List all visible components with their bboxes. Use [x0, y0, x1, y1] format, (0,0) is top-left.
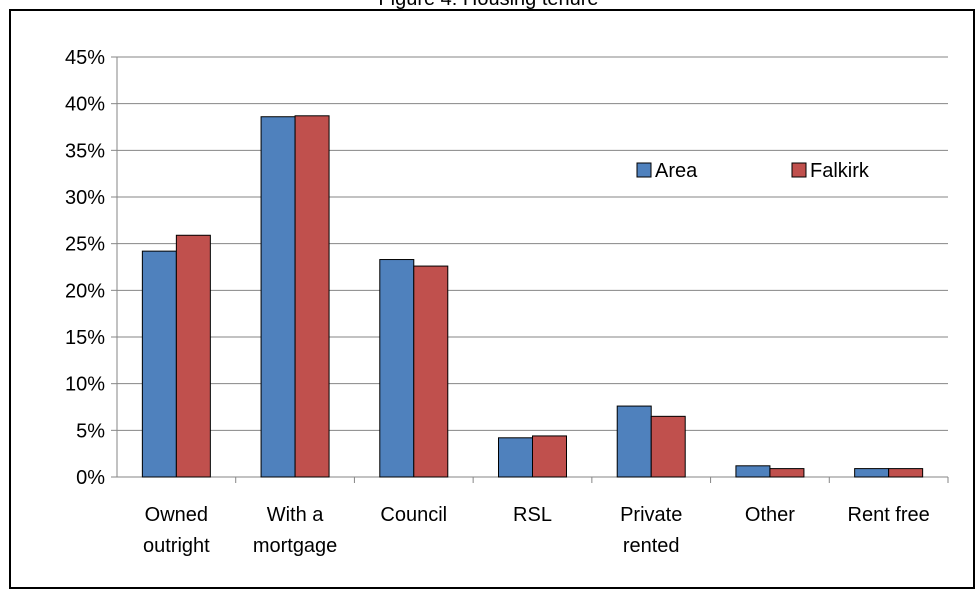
bar-area-2 [379, 259, 415, 478]
x-category-label: outright [143, 535, 210, 557]
x-category-label: Private [620, 504, 682, 526]
x-category-label: rented [623, 535, 680, 557]
x-category-label: Owned [145, 504, 208, 526]
bar-area-6 [854, 468, 890, 478]
y-tick-label: 10% [65, 374, 105, 396]
legend-swatch-area [636, 162, 652, 178]
y-tick-label: 45% [65, 47, 105, 69]
bar-area-1 [260, 116, 296, 478]
x-category-label: mortgage [253, 535, 338, 557]
bar-falkirk-6 [888, 468, 924, 478]
bar-area-0 [141, 250, 177, 478]
x-category-label: RSL [513, 504, 552, 526]
bar-falkirk-5 [769, 468, 805, 478]
y-tick-label: 35% [65, 140, 105, 162]
y-tick-label: 30% [65, 187, 105, 209]
bar-area-4 [616, 405, 652, 478]
legend-label-area: Area [655, 160, 698, 182]
bar-falkirk-0 [175, 234, 211, 478]
x-category-label: Rent free [848, 504, 930, 526]
chart-title: Figure 4: Housing tenure [0, 0, 977, 11]
y-tick-label: 25% [65, 234, 105, 256]
y-tick-label: 0% [76, 467, 105, 489]
bar-area-5 [735, 465, 771, 478]
bar-area-3 [498, 437, 533, 478]
x-category-label: With a [267, 504, 325, 526]
legend-swatch-falkirk [791, 162, 807, 178]
legend-label-falkirk: Falkirk [810, 160, 870, 182]
bar-falkirk-3 [532, 435, 567, 478]
y-tick-label: 5% [76, 420, 105, 442]
bar-falkirk-4 [650, 415, 686, 478]
bar-falkirk-1 [294, 115, 330, 478]
y-tick-label: 40% [65, 94, 105, 116]
y-tick-label: 20% [65, 280, 105, 302]
x-category-label: Council [380, 504, 447, 526]
x-category-label: Other [745, 504, 795, 526]
bar-falkirk-2 [413, 265, 449, 478]
y-tick-label: 15% [65, 327, 105, 349]
